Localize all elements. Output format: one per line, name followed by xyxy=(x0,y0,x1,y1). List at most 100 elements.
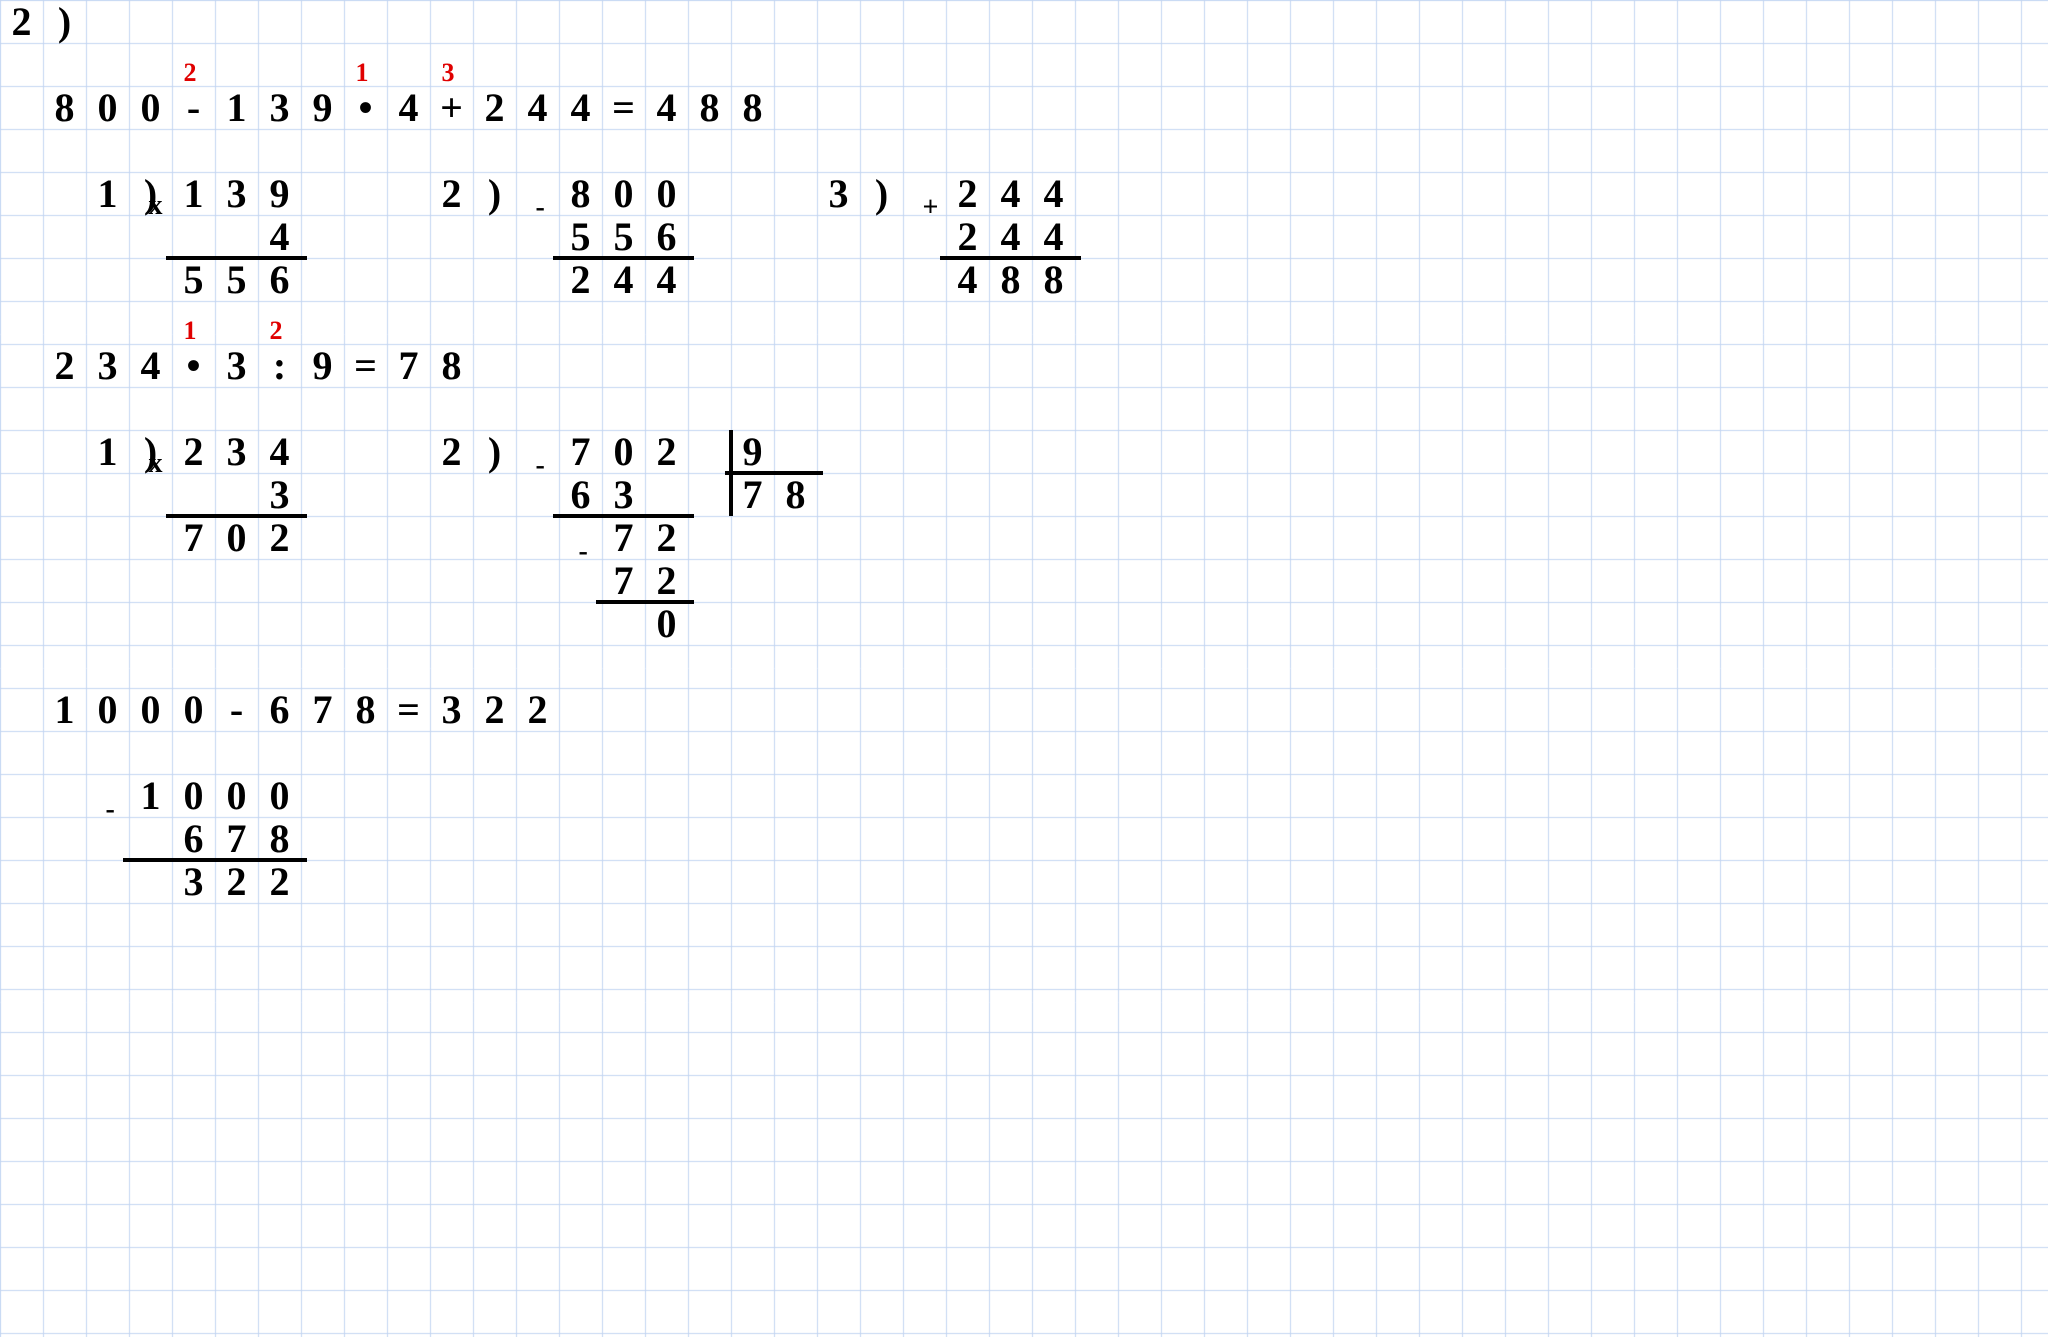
columnar-operator: x xyxy=(149,448,163,480)
calc-rule xyxy=(940,256,1081,260)
equation-token: • xyxy=(344,86,387,129)
equation-token: 9 xyxy=(301,344,344,387)
calc-digit: 6 xyxy=(258,258,301,301)
calc-digit: 3 xyxy=(172,860,215,903)
equation-token: - xyxy=(215,688,258,731)
equation-token: 3 xyxy=(86,344,129,387)
equation-token: 7 xyxy=(387,344,430,387)
equation-token: 8 xyxy=(430,344,473,387)
calc-digit: 4 xyxy=(1032,215,1075,258)
columnar-operator: - xyxy=(536,450,545,482)
dividend-digit: 0 xyxy=(602,430,645,473)
calc-digit: 9 xyxy=(258,172,301,215)
equation-token: = xyxy=(344,344,387,387)
equation-token: 4 xyxy=(129,344,172,387)
calc-digit: 2 xyxy=(258,516,301,559)
calc-digit: 3 xyxy=(258,473,301,516)
calc-digit: 2 xyxy=(559,258,602,301)
operation-order-mark: 2 xyxy=(184,58,197,88)
step-label: ) xyxy=(860,172,903,215)
equation-token: + xyxy=(430,86,473,129)
dividend-digit: 7 xyxy=(559,430,602,473)
division-step-digit: 7 xyxy=(602,516,645,559)
equation-token: 8 xyxy=(43,86,86,129)
quotient-digit: 8 xyxy=(774,473,817,516)
calc-rule xyxy=(166,256,307,260)
equation-token: 0 xyxy=(172,688,215,731)
calc-digit: 0 xyxy=(602,172,645,215)
calc-digit: 4 xyxy=(989,172,1032,215)
dividend-digit: 2 xyxy=(645,430,688,473)
operation-order-mark: 1 xyxy=(184,316,197,346)
equation-token: - xyxy=(172,86,215,129)
columnar-operator: x xyxy=(149,190,163,222)
calc-digit: 2 xyxy=(946,172,989,215)
calc-digit: 2 xyxy=(946,215,989,258)
operation-order-mark: 3 xyxy=(442,58,455,88)
equation-token: 2 xyxy=(473,688,516,731)
operation-order-mark: 1 xyxy=(356,58,369,88)
calc-rule xyxy=(553,514,694,518)
equation-token: 4 xyxy=(559,86,602,129)
equation-token: 4 xyxy=(387,86,430,129)
calc-rule xyxy=(166,514,307,518)
calc-digit: 3 xyxy=(215,172,258,215)
calc-digit: 8 xyxy=(559,172,602,215)
equation-token: 8 xyxy=(731,86,774,129)
equation-token: 6 xyxy=(258,688,301,731)
calc-digit: 0 xyxy=(215,774,258,817)
problem-set-number: ) xyxy=(43,0,86,43)
division-step-digit: 6 xyxy=(559,473,602,516)
calc-rule xyxy=(553,256,694,260)
calc-digit: 5 xyxy=(602,215,645,258)
calc-digit: 2 xyxy=(215,860,258,903)
equation-token: 2 xyxy=(516,688,559,731)
equation-token: 7 xyxy=(301,688,344,731)
equation-token: 3 xyxy=(258,86,301,129)
step-label: ) xyxy=(473,172,516,215)
calc-digit: 5 xyxy=(172,258,215,301)
columnar-operator: - xyxy=(536,192,545,224)
equation-token: = xyxy=(602,86,645,129)
step-label: 2 xyxy=(430,172,473,215)
division-step-digit: 2 xyxy=(645,516,688,559)
equation-token: 0 xyxy=(129,688,172,731)
equation-token: 0 xyxy=(86,688,129,731)
equation-token: 2 xyxy=(43,344,86,387)
equation-token: 0 xyxy=(86,86,129,129)
calc-digit: 1 xyxy=(172,172,215,215)
step-label: 1 xyxy=(86,172,129,215)
calc-digit: 4 xyxy=(258,215,301,258)
equation-token: 3 xyxy=(215,344,258,387)
equation-token: 8 xyxy=(344,688,387,731)
calc-digit: 4 xyxy=(1032,172,1075,215)
equation-token: 3 xyxy=(430,688,473,731)
equation-token: 4 xyxy=(516,86,559,129)
calc-digit: 4 xyxy=(645,258,688,301)
calc-digit: 5 xyxy=(559,215,602,258)
calc-digit: 4 xyxy=(989,215,1032,258)
equation-token: • xyxy=(172,344,215,387)
equation-token: 9 xyxy=(301,86,344,129)
calc-digit: 4 xyxy=(258,430,301,473)
calc-digit: 3 xyxy=(215,430,258,473)
equation-token: 1 xyxy=(215,86,258,129)
step-label: 3 xyxy=(817,172,860,215)
equation-token: 4 xyxy=(645,86,688,129)
division-step-digit: 2 xyxy=(645,559,688,602)
calc-digit: 7 xyxy=(215,817,258,860)
calc-digit: 0 xyxy=(172,774,215,817)
calc-digit: 8 xyxy=(1032,258,1075,301)
divisor-digit: 9 xyxy=(731,430,774,473)
equation-token: 1 xyxy=(43,688,86,731)
equation-token: 0 xyxy=(129,86,172,129)
calc-digit: 0 xyxy=(215,516,258,559)
math-worksheet: 2)800-139•4+244=4882131)x13945562)-80055… xyxy=(0,0,2048,1337)
calc-digit: 6 xyxy=(645,215,688,258)
calc-digit: 2 xyxy=(172,430,215,473)
columnar-operator: + xyxy=(923,192,939,224)
equation-token: = xyxy=(387,688,430,731)
quotient-digit: 7 xyxy=(731,473,774,516)
division-step-digit: 7 xyxy=(602,559,645,602)
calc-digit: 1 xyxy=(129,774,172,817)
